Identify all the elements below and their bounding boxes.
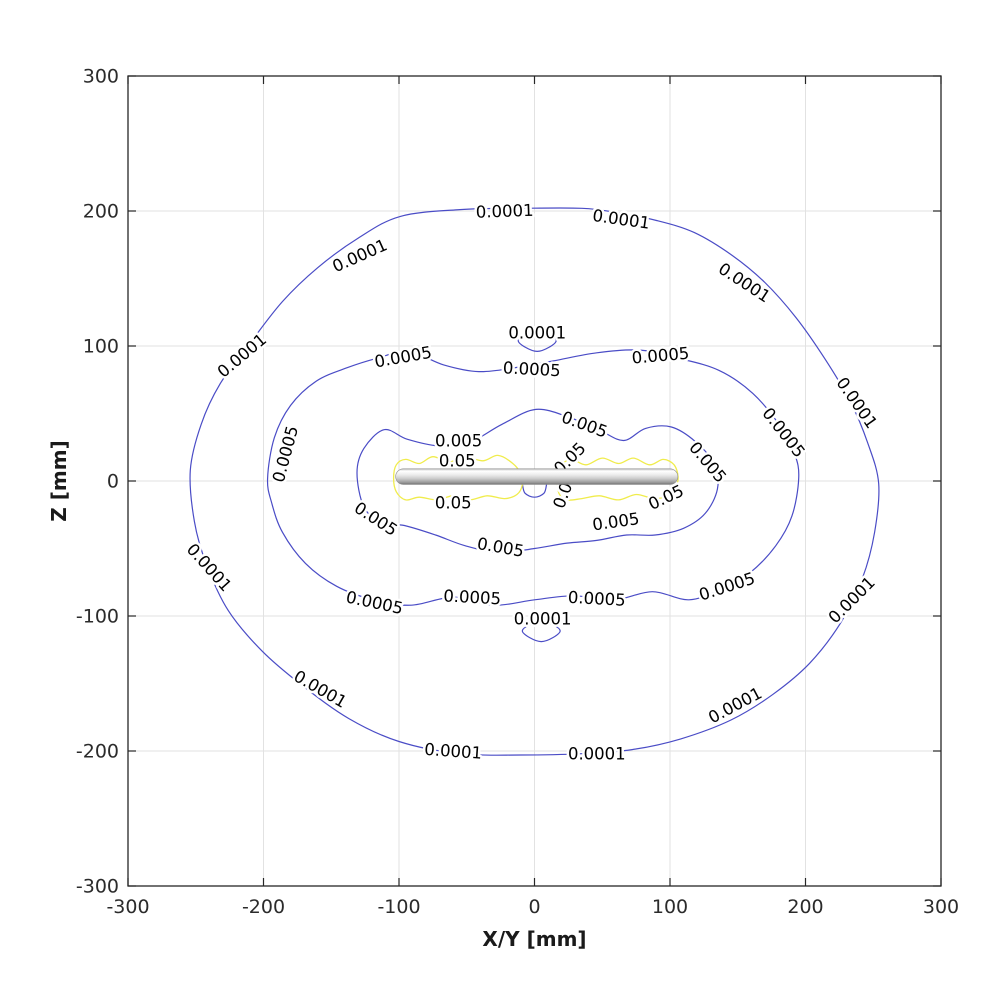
contour-line-0.0001 [189,207,880,756]
x-tick-label: -100 [377,896,420,918]
contour-label: 0.0005 [631,344,690,368]
x-tick-label: 100 [652,896,688,918]
contour-label: 0.0001 [183,540,236,596]
contour-label: 0.005 [435,431,482,450]
y-tick-label: 0 [107,471,119,493]
axes-box-and-ticks [127,75,942,887]
contour-label: 0.005 [351,498,401,540]
contour-label: 0.0001 [568,744,626,763]
contour-label: 0.0001 [514,609,572,628]
contour-label: 0.0005 [373,343,433,372]
contour-label: 0.0005 [269,424,302,485]
contour-line-0.005 [521,483,548,498]
x-tick-label: 300 [923,896,959,918]
y-tick-label: 300 [83,66,119,88]
contour-line-0.005 [356,408,719,554]
contour-label: 0.0001 [825,573,879,627]
contour-line-0.0001 [517,330,557,352]
tick-labels: -300 -200 -100 0 100 200 300 -300 -200 -100 0 100 20… [76,66,959,919]
contour-label: 0.05 [645,481,686,514]
contour-label: 0.0005 [502,358,561,380]
contour-label: 0.05 [435,493,472,512]
contour-label: 0.0001 [424,740,483,763]
contour-label: 0.0001 [508,323,566,342]
x-axis-label: X/Y [mm] [482,927,586,951]
contour-label: 0.0005 [443,586,502,608]
x-tick-label: 0 [528,896,540,918]
contour-label: 0.0001 [330,235,390,276]
y-tick-label: 200 [83,201,119,223]
x-tick-label: -200 [242,896,285,918]
y-tick-label: -300 [76,876,119,898]
contour-label: 0.005 [559,408,610,442]
contour-label: 0.005 [591,509,640,534]
y-tick-label: -200 [76,741,119,763]
contour-label: 0.0005 [758,404,809,461]
contour-label: 0.0005 [344,587,404,618]
contour-label: 0.005 [685,438,730,486]
y-tick-label: -100 [76,606,119,628]
contour-label: 0.0001 [291,666,350,711]
contour-line-0.0001 [521,620,561,643]
x-tick-label: -300 [106,896,149,918]
y-axis-label: Z [mm] [47,440,71,521]
contour-label: 0.0005 [567,588,626,610]
contour-label: 0.0001 [591,206,651,233]
contour-label: 0.0001 [476,201,534,222]
contour-label: 0.0001 [214,330,270,382]
contour-label: 0.0005 [697,569,758,605]
x-tick-label: 200 [787,896,823,918]
metal-rod [395,468,679,485]
contour-label: 0.05 [439,452,476,471]
contour-label: 0.0001 [832,374,881,432]
contour-label: 0.005 [476,534,526,561]
contour-line-0.0005 [266,349,800,606]
rod-object [395,468,679,485]
grid-lines [128,76,941,886]
y-tick-label: 100 [83,336,119,358]
